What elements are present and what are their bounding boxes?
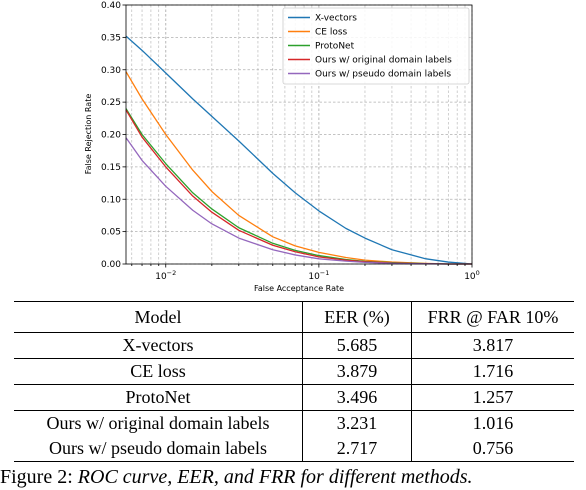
roc-chart: 0.00 0.05 0.10 0.15 0.20 0.25 0.30 0.35 0.40 10−…: [84, 1, 480, 293]
row-model: X-vectors: [14, 332, 303, 359]
series-line-0: [125, 35, 473, 265]
y-tick-label: 0.00: [101, 260, 121, 270]
row-eer: 3.496: [302, 384, 412, 411]
table-row: Ours w/ pseudo domain labels 2.717 0.756: [14, 436, 574, 462]
y-axis-label: False Rejection Rate: [84, 94, 93, 175]
x-axis: 10−2 10−1 100: [131, 264, 480, 282]
header-frr: FRR @ FAR 10%: [427, 307, 559, 327]
row-model: Ours w/ original domain labels: [14, 410, 303, 436]
y-tick-label: 0.10: [101, 195, 121, 205]
legend-label: Ours w/ original domain labels: [315, 56, 452, 66]
row-frr: 3.817: [472, 335, 514, 355]
header-model: Model: [14, 301, 303, 333]
row-eer: 5.685: [302, 332, 412, 359]
legend: X-vectors CE loss ProtoNet Ours w/ original…: [282, 7, 470, 85]
legend-label: Ours w/ pseudo domain labels: [315, 70, 451, 80]
x-tick-label: 10−1: [308, 269, 329, 282]
x-axis-label: False Acceptance Rate: [254, 284, 344, 293]
row-frr: 1.257: [472, 387, 514, 407]
row-frr: 1.716: [472, 361, 514, 381]
legend-label: CE loss: [315, 28, 348, 38]
results-table: Model EER (%) FRR @ FAR 10% X-vectors 5.…: [14, 301, 574, 462]
caption-text: ROC curve, EER, and FRR for different me…: [77, 466, 473, 488]
legend-label: X-vectors: [315, 14, 357, 24]
header-eer: EER (%): [302, 301, 412, 333]
row-eer: 3.879: [302, 358, 412, 385]
caption-prefix: Figure 2:: [0, 466, 78, 488]
row-model: ProtoNet: [14, 384, 303, 411]
table-row: X-vectors 5.685 3.817: [14, 332, 574, 359]
x-tick-label: 100: [464, 269, 480, 282]
table-row: Ours w/ original domain labels 3.231 1.0…: [14, 410, 574, 436]
row-model: Ours w/ pseudo domain labels: [14, 436, 303, 462]
y-tick-label: 0.25: [101, 98, 121, 108]
legend-label: ProtoNet: [315, 42, 355, 52]
row-eer: 2.717: [302, 436, 412, 462]
figure-caption: Figure 2: ROC curve, EER, and FRR for di…: [0, 466, 586, 489]
legend-box: [282, 7, 470, 85]
table-header-row: Model EER (%) FRR @ FAR 10%: [14, 301, 574, 333]
row-frr: 0.756: [472, 438, 514, 458]
y-tick-label: 0.35: [101, 33, 121, 43]
y-axis: 0.00 0.05 0.10 0.15 0.20 0.25 0.30 0.35 0.40: [101, 1, 126, 270]
y-tick-label: 0.40: [101, 1, 121, 11]
y-tick-label: 0.30: [101, 66, 121, 76]
row-model: CE loss: [14, 358, 303, 385]
y-tick-label: 0.15: [101, 163, 121, 173]
y-tick-label: 0.20: [101, 131, 121, 141]
table-row: CE loss 3.879 1.716: [14, 358, 574, 385]
row-eer: 3.231: [302, 410, 412, 436]
x-tick-label: 10−2: [155, 269, 176, 282]
y-tick-label: 0.05: [101, 228, 121, 238]
table-row: ProtoNet 3.496 1.257: [14, 384, 574, 411]
row-frr: 1.016: [472, 413, 514, 433]
